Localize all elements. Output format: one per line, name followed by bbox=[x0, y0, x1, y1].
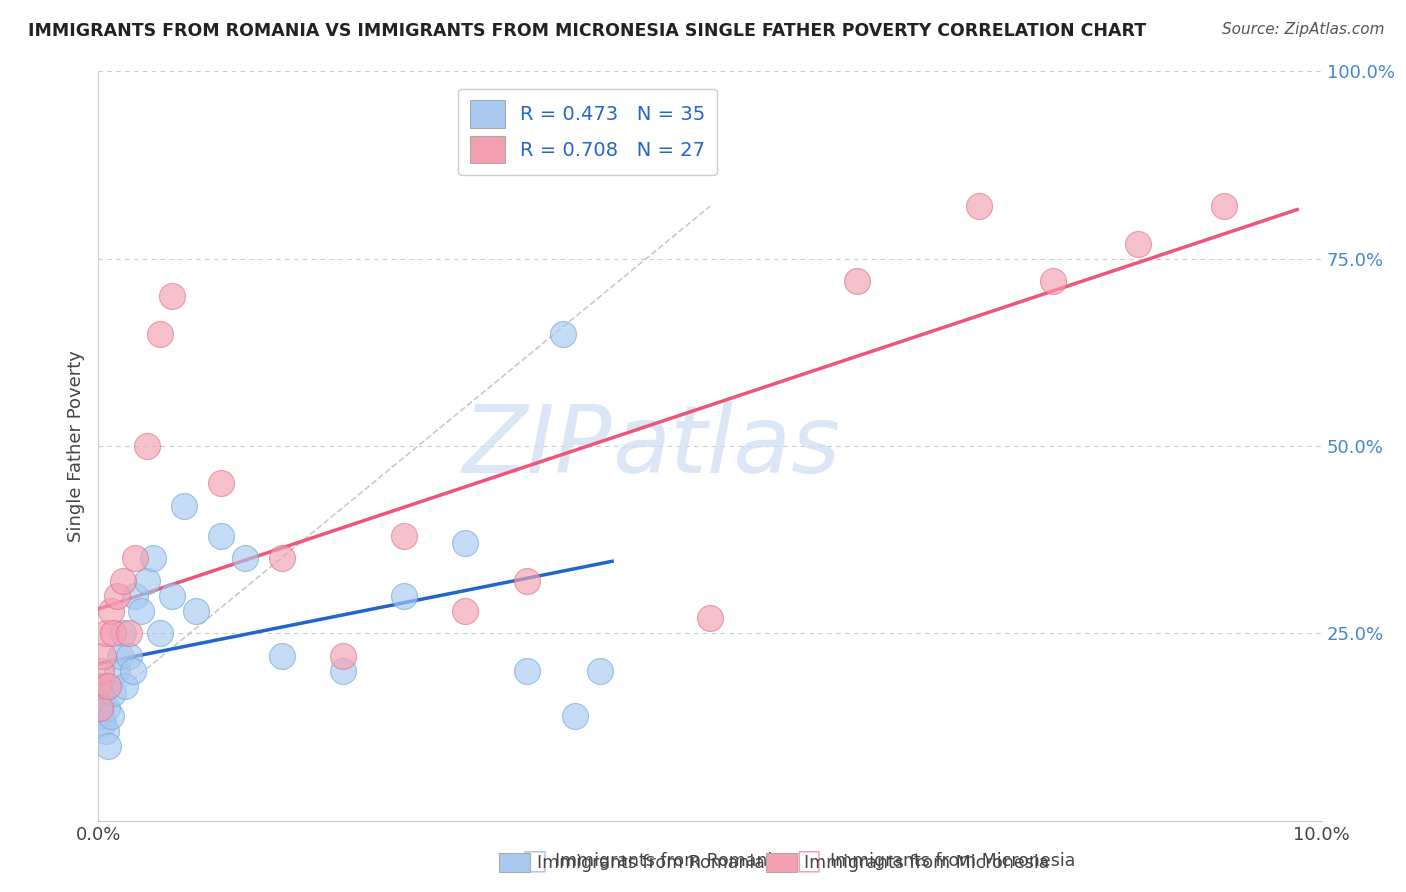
Point bbox=[111, 574, 134, 588]
Point bbox=[160, 589, 183, 603]
Point bbox=[118, 648, 141, 663]
Point bbox=[699, 611, 721, 625]
Point bbox=[91, 716, 114, 731]
Point bbox=[124, 589, 146, 603]
Point bbox=[845, 274, 868, 288]
Point bbox=[173, 499, 195, 513]
Point bbox=[114, 679, 136, 693]
Point bbox=[270, 648, 294, 663]
Point bbox=[392, 589, 416, 603]
Point bbox=[454, 604, 477, 618]
Text: Immigrants from Micronesia: Immigrants from Micronesia bbox=[830, 852, 1076, 870]
Point bbox=[209, 529, 232, 543]
Text: Immigrants from Romania: Immigrants from Romania bbox=[537, 854, 765, 871]
Point bbox=[105, 589, 128, 603]
Point bbox=[91, 648, 114, 663]
Point bbox=[97, 679, 120, 693]
Point bbox=[110, 648, 132, 663]
Point bbox=[129, 604, 152, 618]
Point bbox=[100, 708, 122, 723]
Point bbox=[564, 708, 586, 723]
Point bbox=[589, 664, 612, 678]
Text: □: □ bbox=[522, 847, 547, 875]
Point bbox=[136, 574, 159, 588]
Point bbox=[149, 626, 172, 640]
Text: atlas: atlas bbox=[612, 401, 841, 491]
Point bbox=[101, 686, 124, 700]
Point bbox=[1128, 236, 1150, 251]
Point bbox=[186, 604, 208, 618]
Point bbox=[89, 686, 111, 700]
Point bbox=[94, 626, 117, 640]
Point bbox=[124, 551, 146, 566]
Point bbox=[136, 439, 159, 453]
Point bbox=[89, 701, 111, 715]
Point bbox=[332, 648, 354, 663]
Text: IMMIGRANTS FROM ROMANIA VS IMMIGRANTS FROM MICRONESIA SINGLE FATHER POVERTY CORR: IMMIGRANTS FROM ROMANIA VS IMMIGRANTS FR… bbox=[28, 22, 1146, 40]
Point bbox=[118, 626, 141, 640]
Point bbox=[1042, 274, 1064, 288]
Point bbox=[101, 626, 124, 640]
Text: Immigrants from Micronesia: Immigrants from Micronesia bbox=[804, 854, 1050, 871]
Point bbox=[209, 476, 232, 491]
Text: Source: ZipAtlas.com: Source: ZipAtlas.com bbox=[1222, 22, 1385, 37]
Point bbox=[553, 326, 575, 341]
Point bbox=[94, 723, 117, 738]
Point bbox=[96, 701, 118, 715]
Text: Immigrants from Romania: Immigrants from Romania bbox=[555, 852, 783, 870]
Point bbox=[967, 199, 990, 213]
Point bbox=[142, 551, 165, 566]
Point bbox=[1212, 199, 1234, 213]
Point bbox=[332, 664, 354, 678]
Y-axis label: Single Father Poverty: Single Father Poverty bbox=[66, 350, 84, 542]
Point bbox=[454, 536, 477, 550]
Point bbox=[90, 708, 112, 723]
Point bbox=[97, 739, 120, 753]
Point bbox=[233, 551, 256, 566]
Legend: R = 0.473   N = 35, R = 0.708   N = 27: R = 0.473 N = 35, R = 0.708 N = 27 bbox=[458, 88, 717, 175]
Point bbox=[160, 289, 183, 303]
Point bbox=[392, 529, 416, 543]
Point bbox=[87, 701, 110, 715]
Point bbox=[105, 664, 128, 678]
Point bbox=[100, 604, 122, 618]
Point bbox=[516, 574, 538, 588]
Text: □: □ bbox=[796, 847, 821, 875]
Text: ZIP: ZIP bbox=[463, 401, 612, 491]
Point bbox=[87, 679, 110, 693]
Point bbox=[270, 551, 294, 566]
Point bbox=[91, 694, 114, 708]
Point bbox=[90, 664, 112, 678]
Point bbox=[149, 326, 172, 341]
Point bbox=[516, 664, 538, 678]
Point bbox=[93, 679, 115, 693]
Point bbox=[121, 664, 143, 678]
Point bbox=[111, 626, 134, 640]
